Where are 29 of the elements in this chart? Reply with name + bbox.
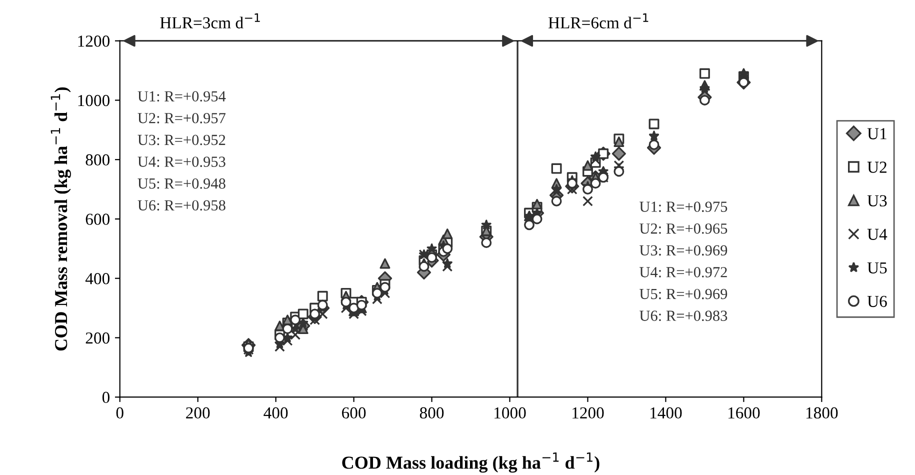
x-tick-label: 800 — [420, 407, 444, 419]
y-axis-title: COD Mass removal (kg ha$^{−1}$ d$^{−1}$) — [50, 87, 71, 351]
x-tick-label: 400 — [264, 407, 288, 419]
legend-label: U1 — [867, 128, 886, 140]
x-axis-title: COD Mass loading (kg ha$^{−1}$ d$^{−1}$) — [342, 452, 600, 473]
y-tick-label: 800 — [86, 154, 110, 166]
legend-label: U3 — [867, 195, 887, 206]
legend-label: U2 — [867, 162, 886, 173]
annotation: U1: R=+0.954 U2: R=+0.957 U3: R=+0.952 U4: R=+0.953 U5: R=+0.948 U6: R=+0.958 — [138, 91, 226, 211]
x-tick-label: 1800 — [806, 407, 838, 419]
legend-label: U5 — [867, 262, 887, 274]
y-tick-label: 600 — [86, 214, 110, 225]
x-tick-label: 1400 — [650, 407, 682, 419]
y-tick-label: 1000 — [78, 94, 110, 106]
y-tick-label: 200 — [86, 332, 110, 344]
x-tick-label: 1600 — [728, 407, 760, 419]
y-tick-label: 0 — [102, 392, 110, 404]
x-tick-label: 1200 — [572, 407, 604, 419]
text: HLR=3cm d$^{−1}$ — [160, 13, 260, 28]
x-tick-label: 1000 — [494, 407, 526, 419]
x-tick-label: 600 — [342, 407, 366, 419]
x-tick-label: 200 — [186, 407, 210, 419]
legend-label: U4 — [867, 228, 888, 240]
y-tick-label: 1200 — [78, 36, 110, 47]
legend-label: U6 — [867, 296, 887, 308]
annotation: U1: R=+0.975 U2: R=+0.965 U3: R=+0.969 U4: R=+0.972 U5: R=+0.969 U6: R=+0.983 — [640, 202, 728, 322]
x-tick-label: 0 — [116, 407, 124, 419]
text: HLR=6cm d$^{−1}$ — [548, 13, 648, 28]
y-tick-label: 400 — [85, 273, 110, 284]
